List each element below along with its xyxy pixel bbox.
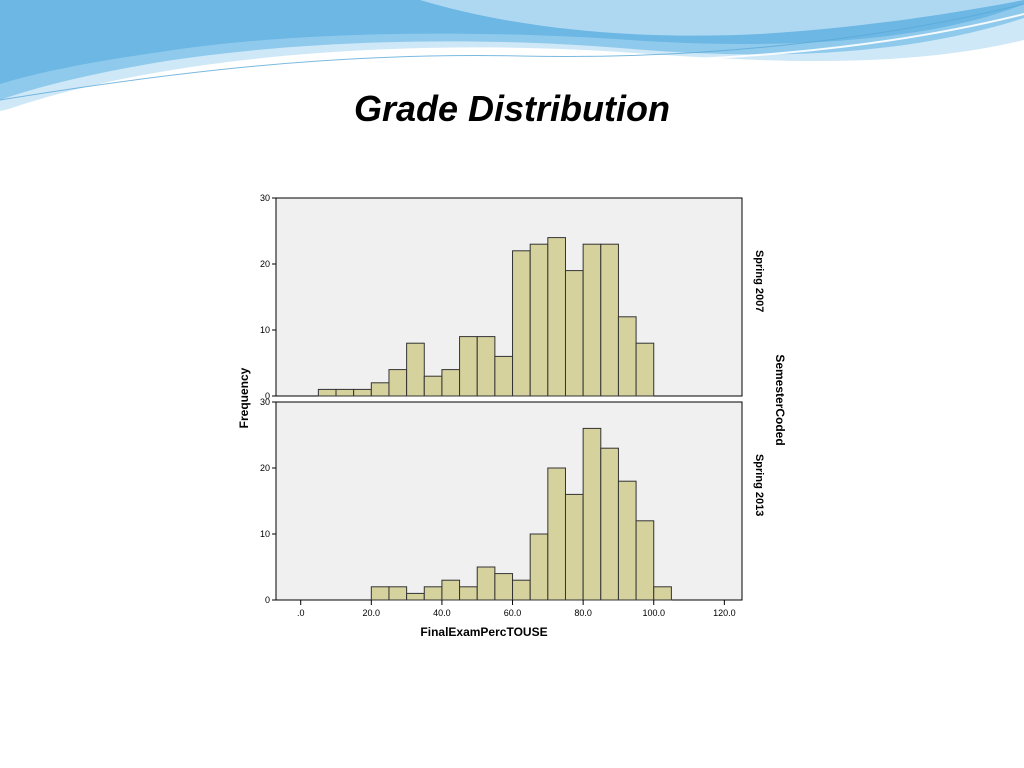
panel-frame-spring-2013 [275,401,743,601]
bar-spring-2007-5 [317,388,337,397]
bar-spring-2007-65 [529,243,549,397]
bar-spring-2013-20 [370,586,390,601]
y-axis-title: Frequency [237,367,251,428]
panel-label-spring-2007: Spring 2007 [753,250,765,312]
bar-spring-2007-30 [406,342,425,397]
bar-spring-2013-90 [617,480,637,601]
bar-spring-2007-70 [547,237,566,397]
bar-spring-2007-75 [564,270,584,397]
bar-spring-2013-100 [653,586,672,601]
x-tick-label-80: 80.0 [574,608,592,618]
bar-spring-2007-50 [476,336,496,397]
panel-label-spring-2013: Spring 2013 [753,454,765,516]
x-tick-label-20: 20.0 [363,608,381,618]
y-tick-label-spring-2013-20: 20 [260,463,270,473]
bar-spring-2013-65 [529,533,549,601]
bar-spring-2013-85 [600,447,619,601]
x-tick-label-0: .0 [297,608,305,618]
bar-spring-2013-55 [494,573,514,601]
bar-spring-2007-85 [600,243,619,397]
bar-spring-2007-80 [582,243,602,397]
bar-spring-2007-95 [635,342,655,397]
bar-spring-2013-95 [635,520,655,601]
x-tick-label-40: 40.0 [433,608,451,618]
histogram-chart: 0 10 20 30 Spring 2007 0 10 20 30 Spring 2013 .0 20… [222,194,802,654]
bar-spring-2013-30 [406,592,425,601]
y-tick-label-spring-2007-20: 20 [260,259,270,269]
bar-spring-2013-70 [547,467,566,601]
bar-spring-2007-25 [388,369,408,397]
y-tick-label-spring-2013-10: 10 [260,529,270,539]
x-tick-label-60: 60.0 [504,608,522,618]
x-tick-label-120: 120.0 [713,608,736,618]
bar-spring-2007-60 [512,250,531,397]
bar-spring-2007-10 [335,388,355,397]
bar-spring-2007-90 [617,316,637,397]
histogram-svg: 0 10 20 30 Spring 2007 0 10 20 30 Spring 2013 .0 20… [237,194,787,639]
bar-spring-2013-80 [582,427,602,601]
bar-spring-2013-45 [459,586,478,601]
bar-spring-2013-40 [441,579,461,601]
y-tick-label-spring-2007-30: 30 [260,194,270,203]
bar-spring-2013-35 [423,586,443,601]
slide-title: Grade Distribution [353,88,671,129]
bar-spring-2007-45 [459,336,478,397]
x-axis-title: FinalExamPercTOUSE [420,625,547,639]
y-tick-label-spring-2013-0: 0 [265,595,270,605]
bar-spring-2007-40 [441,369,461,397]
bar-spring-2013-75 [564,493,584,601]
bar-spring-2007-15 [353,388,372,397]
panel-variable-title: SemesterCoded [773,354,787,445]
bar-spring-2013-60 [512,579,531,601]
bar-spring-2013-50 [476,566,496,601]
y-tick-label-spring-2013-30: 30 [260,397,270,407]
x-tick-label-100: 100.0 [642,608,665,618]
bar-spring-2007-35 [423,375,443,397]
y-tick-label-spring-2007-0: 0 [265,391,270,401]
bar-spring-2013-25 [388,586,408,601]
bar-spring-2007-20 [370,382,390,397]
bar-spring-2007-55 [494,355,514,397]
y-tick-label-spring-2007-10: 10 [260,325,270,335]
